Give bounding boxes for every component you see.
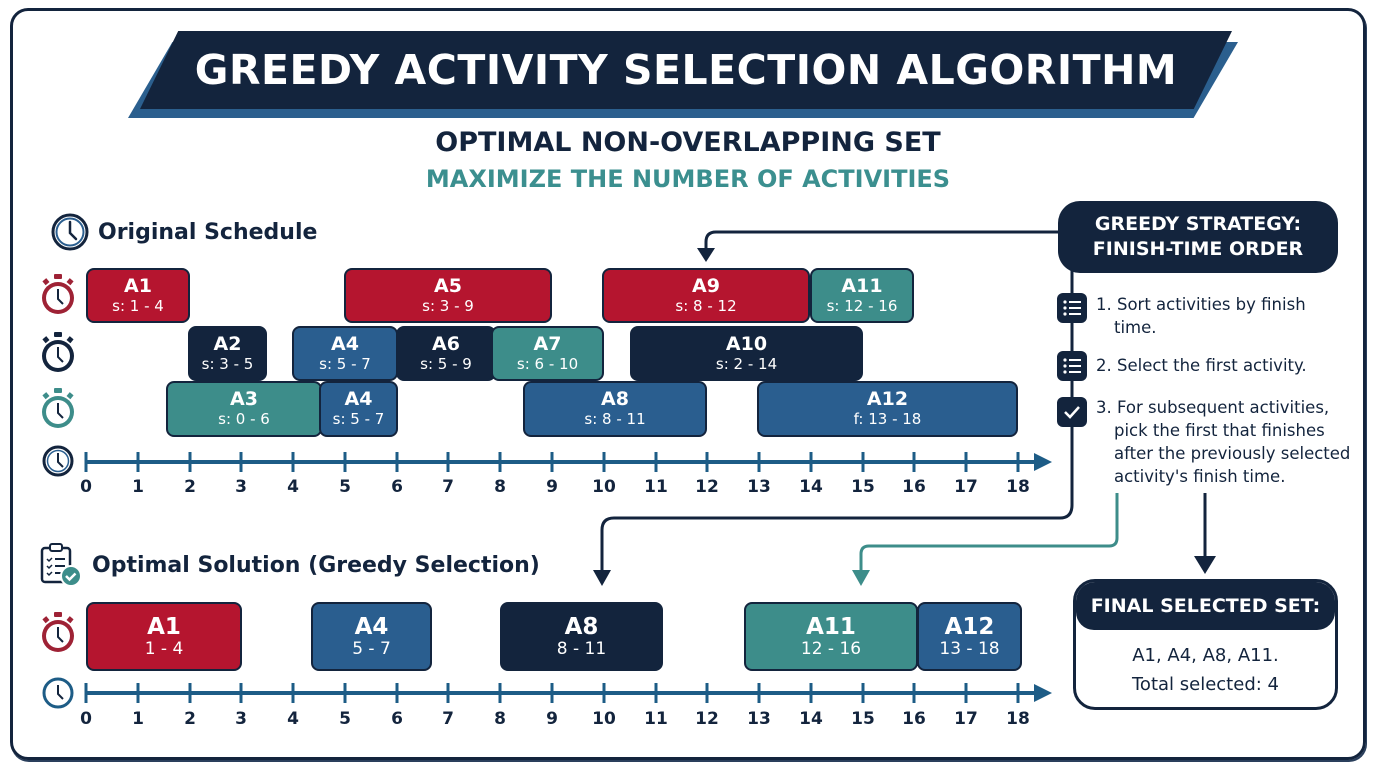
strategy-step-1: 1. Sort activities by finish time. <box>1096 293 1356 339</box>
step-text: 1. Sort activities by finish <box>1096 295 1306 314</box>
tick-label: 9 <box>546 709 558 729</box>
tick-label: 12 <box>695 709 719 729</box>
tick-label: 17 <box>954 477 978 497</box>
activity-block-a11: A11 s: 12 - 16 <box>810 268 914 323</box>
strategy-step-3: 3. For subsequent activities, pick the f… <box>1096 396 1356 488</box>
tick-label: 13 <box>747 709 771 729</box>
tick-label: 12 <box>695 477 719 497</box>
diagram-frame <box>10 8 1366 760</box>
tick-label: 17 <box>954 709 978 729</box>
greedy-strategy-box: GREEDY STRATEGY: FINISH-TIME ORDER <box>1058 201 1338 273</box>
final-selected-set-box: FINAL SELECTED SET: A1, A4, A8, A11. Tot… <box>1073 579 1338 710</box>
check-icon <box>1057 397 1087 427</box>
activity-block-a1: A1 s: 1 - 4 <box>86 268 190 323</box>
tick-label: 15 <box>851 709 875 729</box>
final-set-title: FINAL SELECTED SET: <box>1076 582 1335 630</box>
original-schedule-title: Original Schedule <box>98 219 318 245</box>
tick-label: 14 <box>799 709 823 729</box>
activity-block-a9: A9 s: 8 - 12 <box>602 268 810 323</box>
original-schedule-heading: Original Schedule <box>50 212 317 252</box>
tick-label: 11 <box>644 709 668 729</box>
strategy-step-2: 2. Select the first activity. <box>1096 354 1356 377</box>
stopwatch-teal-icon <box>42 388 74 428</box>
tick-label: 0 <box>80 709 92 729</box>
step-text: 2. Select the first activity. <box>1096 356 1307 375</box>
stopwatch-red-icon-optimal <box>42 612 74 652</box>
tick-label: 0 <box>80 477 92 497</box>
tick-label: 18 <box>1006 709 1030 729</box>
tick-label: 11 <box>644 477 668 497</box>
tagline: MAXIMIZE THE NUMBER OF ACTIVITIES <box>425 165 951 193</box>
tick-label: 7 <box>442 709 454 729</box>
tick-label: 2 <box>184 477 196 497</box>
selected-block-a4: A4 5 - 7 <box>311 602 432 671</box>
activity-block-a3: A3 s: 0 - 6 <box>166 381 322 437</box>
tick-label: 16 <box>902 709 926 729</box>
list-icon <box>1057 351 1087 381</box>
selected-block-a12: A12 13 - 18 <box>917 602 1022 671</box>
activity-block-a4: A4 s: 5 - 7 <box>292 326 398 381</box>
step-text: 3. For subsequent activities, <box>1096 398 1330 417</box>
tick-label: 14 <box>799 477 823 497</box>
tick-label: 10 <box>592 477 616 497</box>
activity-block-a6: A6 s: 5 - 9 <box>396 326 496 381</box>
tick-label: 6 <box>391 477 403 497</box>
tick-label: 7 <box>442 477 454 497</box>
clipboard-check-icon <box>40 543 82 587</box>
selected-block-a11: A11 12 - 16 <box>744 602 918 671</box>
tick-label: 3 <box>235 709 247 729</box>
tick-label: 8 <box>494 709 506 729</box>
step-text: after the previously selected <box>1114 444 1351 464</box>
page-title: GREEDY ACTIVITY SELECTION ALGORITHM <box>194 46 1178 94</box>
stopwatch-red-icon <box>42 274 74 314</box>
tick-label: 5 <box>339 709 351 729</box>
final-set-list: A1, A4, A8, A11. <box>1132 645 1279 666</box>
tick-label: 16 <box>902 477 926 497</box>
optimal-solution-heading: Optimal Solution (Greedy Selection) <box>38 542 540 588</box>
tick-label: 18 <box>1006 477 1030 497</box>
selected-block-a8: A8 8 - 11 <box>500 602 663 671</box>
activity-block-a12: A12 f: 13 - 18 <box>757 381 1018 437</box>
tick-label: 2 <box>184 709 196 729</box>
tick-label: 10 <box>592 709 616 729</box>
strategy-title-line1: GREEDY STRATEGY: <box>1094 213 1302 236</box>
activity-block-a2: A2 s: 3 - 5 <box>188 326 267 381</box>
activity-block-a8: A8 s: 8 - 11 <box>523 381 707 437</box>
tick-label: 9 <box>546 477 558 497</box>
tick-label: 3 <box>235 477 247 497</box>
activity-block-a5: A5 s: 3 - 9 <box>344 268 552 323</box>
tick-label: 5 <box>339 477 351 497</box>
stopwatch-navy-icon <box>42 332 74 372</box>
selected-block-a1: A1 1 - 4 <box>86 602 242 671</box>
tick-label: 13 <box>747 477 771 497</box>
tick-label: 1 <box>132 477 144 497</box>
step-text: time. <box>1114 318 1157 338</box>
clock-icon <box>51 213 89 251</box>
subtitle: OPTIMAL NON-OVERLAPPING SET <box>435 127 941 158</box>
final-set-total: Total selected: 4 <box>1132 673 1279 695</box>
list-icon <box>1057 293 1087 323</box>
tick-label: 4 <box>287 477 299 497</box>
tick-label: 6 <box>391 709 403 729</box>
tick-label: 1 <box>132 709 144 729</box>
activity-block-a4-dup: A4 s: 5 - 7 <box>319 381 398 437</box>
step-text: pick the first that finishes <box>1114 421 1325 441</box>
tick-label: 4 <box>287 709 299 729</box>
activity-block-a7: A7 s: 6 - 10 <box>491 326 604 381</box>
tick-label: 8 <box>494 477 506 497</box>
title-banner: GREEDY ACTIVITY SELECTION ALGORITHM <box>140 31 1232 109</box>
step-text: activity's finish time. <box>1114 467 1286 487</box>
tick-label: 15 <box>851 477 875 497</box>
optimal-solution-title: Optimal Solution (Greedy Selection) <box>92 552 540 578</box>
strategy-title-line2: FINISH-TIME ORDER <box>1092 238 1304 260</box>
activity-block-a10: A10 s: 2 - 14 <box>630 326 863 381</box>
